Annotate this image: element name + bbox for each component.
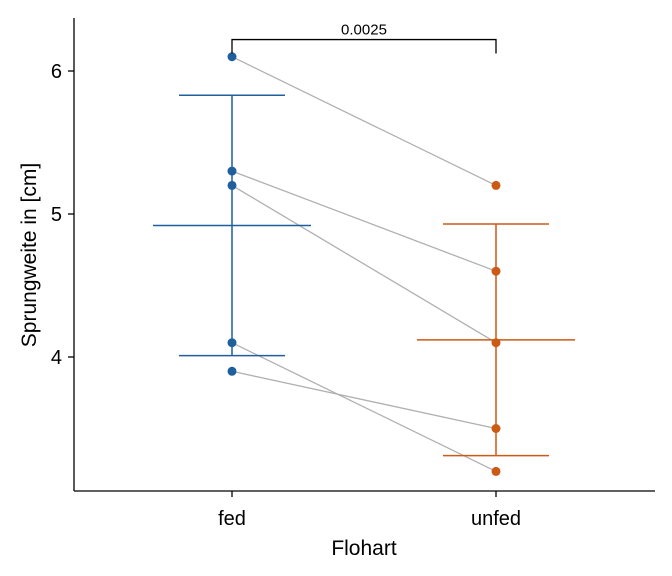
unfed-point-1: [491, 180, 501, 190]
significance-label: 0.0025: [341, 22, 387, 39]
pair-line-5: [231, 370, 497, 430]
pair-line-3: [231, 184, 497, 344]
x-tick-label-unfed: unfed: [471, 508, 521, 530]
fed-point-5: [227, 366, 237, 376]
fed-point-4: [227, 338, 237, 348]
pair-line-4: [231, 342, 497, 472]
x-tick-label-fed: fed: [218, 508, 246, 530]
significance-bracket: 0.0025: [231, 22, 497, 54]
unfed-point-4: [491, 466, 501, 476]
unfed-point-2: [491, 266, 501, 276]
fed-point-2: [227, 166, 237, 176]
fed-point-3: [227, 180, 237, 190]
fed-point-1: [227, 52, 237, 62]
data-points: [227, 52, 501, 476]
y-tick-label-6: 6: [51, 61, 62, 83]
y-axis-title: Sprungweite in [cm]: [18, 163, 41, 347]
pair-lines: [231, 56, 497, 472]
error-bars: [153, 94, 575, 457]
unfed-point-5: [491, 424, 501, 433]
axes: 4 5 6 fed unfed Flohart Sprungweite in [cm]: [18, 18, 655, 560]
x-axis-title: Flohart: [331, 537, 397, 560]
significance-bracket-line: [231, 38, 497, 54]
y-tick-label-5: 5: [51, 204, 62, 226]
unfed-point-3: [491, 338, 501, 348]
pair-line-1: [231, 56, 497, 186]
y-tick-label-4: 4: [51, 347, 62, 369]
pair-line-2: [231, 170, 497, 272]
